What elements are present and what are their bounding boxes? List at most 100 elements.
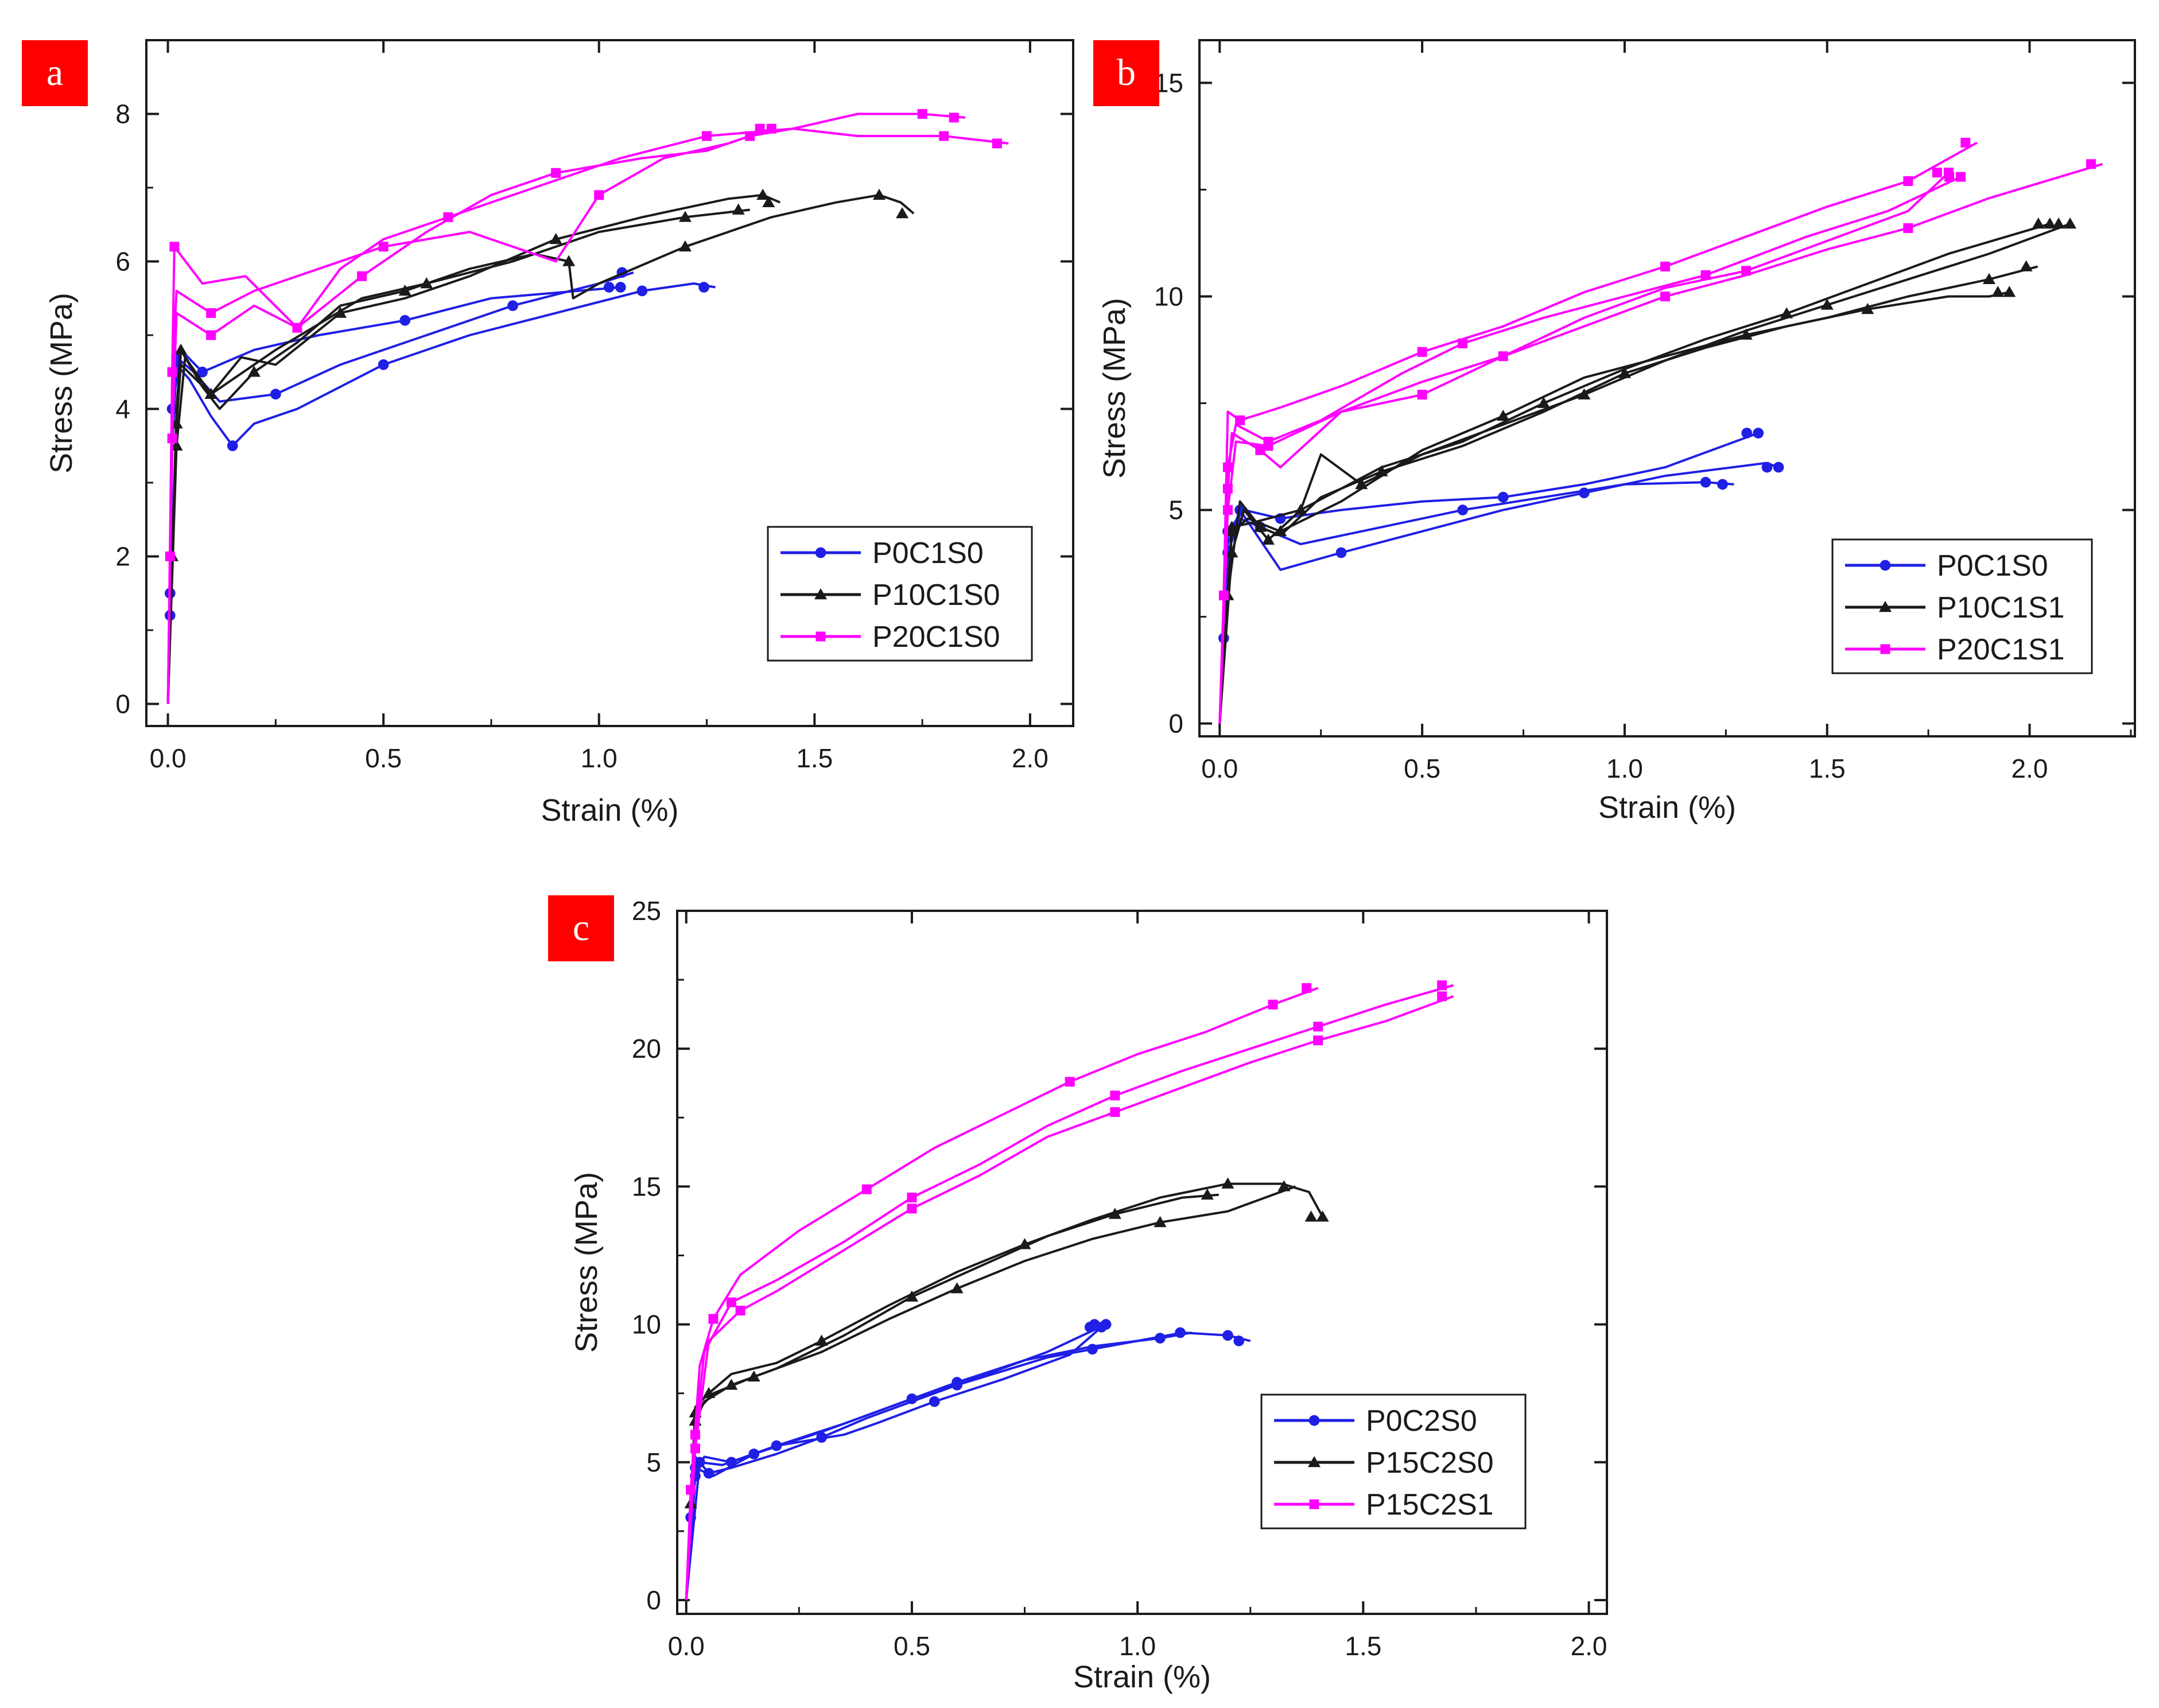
data-point: [678, 240, 692, 252]
data-point: [694, 1457, 705, 1468]
legend: P0C1S0 P10C1S0 P20C1S0: [767, 526, 1033, 662]
series-line: [685, 995, 1454, 1601]
data-point: [1780, 307, 1793, 319]
legend-label: P20C1S0: [872, 620, 1000, 654]
y-tick-label: 0: [1168, 709, 1183, 739]
x-tick-label: 1.5: [1345, 1631, 1381, 1661]
data-point: [227, 440, 238, 452]
legend-swatch-marker: [816, 631, 826, 642]
data-point: [1700, 270, 1711, 280]
data-point: [1820, 298, 1834, 310]
data-point: [1943, 168, 1954, 178]
legend-swatch-marker: [815, 547, 826, 558]
panel-badge: [22, 40, 88, 106]
plot-frame: [676, 910, 1608, 1615]
series-line: [685, 1185, 1296, 1601]
x-axis-label: Strain (%): [1598, 790, 1736, 825]
data-point: [2052, 217, 2065, 229]
data-point: [771, 1440, 782, 1451]
data-point: [1233, 1336, 1245, 1346]
data-point: [615, 282, 626, 293]
data-point: [756, 188, 770, 200]
data-point: [1717, 479, 1728, 490]
data-point: [204, 387, 218, 399]
series-line: [1218, 265, 2038, 724]
series-group: [1218, 138, 2103, 724]
data-point: [1960, 138, 1971, 148]
data-point: [169, 242, 180, 252]
plot-frame: [145, 39, 1074, 727]
data-point: [357, 271, 367, 281]
data-point: [735, 1306, 745, 1316]
data-point: [399, 315, 411, 326]
y-tick-label: 6: [115, 246, 130, 276]
legend-label: P0C1S0: [872, 537, 984, 570]
legend-swatch-marker: [1880, 560, 1891, 571]
data-point: [1457, 504, 1469, 515]
data-point: [2086, 159, 2096, 169]
legend-swatch-marker: [1880, 644, 1890, 654]
legend: P0C2S0 P15C2S0 P15C2S1: [1260, 1393, 1527, 1530]
data-point: [443, 212, 453, 222]
x-tick-label: 0.0: [150, 743, 187, 773]
data-point: [167, 367, 177, 377]
data-point: [247, 366, 261, 377]
data-point: [1991, 286, 2005, 297]
data-point: [1861, 302, 1874, 315]
data-point: [1110, 1107, 1120, 1117]
data-point: [1235, 415, 1245, 425]
data-point: [755, 123, 765, 134]
legend-swatch-marker: [1878, 600, 1892, 612]
panel-badge-label: a: [46, 52, 63, 94]
data-point: [726, 1297, 736, 1307]
data-point: [1335, 547, 1347, 558]
x-tick-label: 1.5: [796, 743, 833, 773]
data-point: [1417, 347, 1427, 357]
data-point: [702, 131, 712, 141]
data-point: [206, 308, 216, 318]
data-point: [1201, 1188, 1214, 1200]
data-point: [1313, 1035, 1323, 1046]
data-point: [1222, 462, 1233, 472]
data-point: [1578, 388, 1591, 399]
data-point: [708, 1314, 719, 1324]
data-point: [2032, 217, 2045, 229]
data-point: [992, 138, 1002, 149]
data-point: [1437, 991, 1447, 1001]
series-line: [685, 1326, 1102, 1601]
x-tick-label: 0.5: [365, 743, 402, 773]
series-line: [166, 127, 1009, 704]
x-axis-label: Strain (%): [541, 793, 678, 828]
y-axis-label: Stress (MPa): [1097, 298, 1132, 479]
y-tick-label: 5: [1168, 495, 1183, 525]
data-point: [1263, 441, 1273, 451]
data-point: [197, 366, 208, 378]
x-tick-label: 1.0: [1119, 1631, 1156, 1661]
data-point: [270, 389, 281, 400]
data-point: [398, 284, 411, 296]
y-tick-label: 2: [115, 541, 130, 571]
data-point: [952, 1377, 962, 1388]
data-point: [2020, 260, 2033, 271]
data-point: [815, 1334, 828, 1346]
data-point: [206, 330, 216, 340]
data-point: [1222, 505, 1233, 515]
data-point: [1313, 1022, 1323, 1032]
panel-badge-label: c: [573, 907, 589, 949]
x-tick-label: 2.0: [1571, 1631, 1607, 1661]
legend-label: P0C1S0: [1937, 549, 2048, 583]
data-point: [1741, 428, 1753, 438]
legend-label: P10C1S1: [1937, 591, 2065, 624]
series-line: [1218, 432, 1759, 724]
data-point: [1497, 491, 1509, 503]
data-point: [1225, 521, 1238, 532]
data-point: [950, 1282, 964, 1294]
y-tick-label: 20: [632, 1034, 661, 1063]
series-P0C2S0: [685, 1319, 1251, 1601]
x-tick-label: 2.0: [2012, 754, 2048, 783]
chart-panel-a: 0.0 0.5 1.0 1.5 2.0 0 2 4 6 8 Strain (%) Stress (MP…: [22, 39, 1074, 828]
legend-label: P10C1S0: [872, 579, 1000, 612]
data-point: [1175, 1327, 1186, 1338]
data-point: [174, 343, 188, 355]
